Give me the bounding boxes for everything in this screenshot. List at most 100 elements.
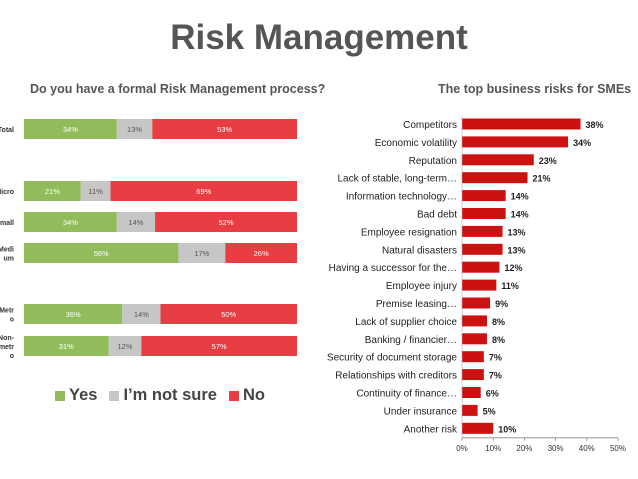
data-label-no-non-metr-o: 57%	[212, 342, 227, 351]
risk-value-bad-debt: 14%	[511, 210, 529, 220]
data-label-no-micro: 69%	[196, 187, 211, 196]
risk-label-premise-leasing: Premise leasing…	[376, 299, 457, 310]
risk-bar-banking-financier	[462, 333, 487, 345]
legend-item-not-sure: I’m not sure	[109, 386, 217, 405]
risk-bar-employee-resignation	[462, 225, 503, 237]
data-label-yes-small: 34%	[63, 218, 78, 227]
bar-i-m-not-sure-micro	[80, 181, 111, 201]
x-tick-label: 40%	[579, 444, 595, 453]
risk-bar-lack-of-stable-long-term	[462, 172, 528, 184]
data-label-yes-non-metr-o: 31%	[59, 342, 74, 351]
x-tick-label: 10%	[485, 444, 501, 453]
risk-label-natural-disasters: Natural disasters	[382, 245, 457, 256]
data-label-i-m-not-sure-micro: 11%	[88, 187, 103, 196]
category-label-non-metr-o: o	[10, 353, 14, 360]
x-tick-label: 0%	[456, 444, 468, 453]
data-label-yes-total: 34%	[63, 125, 78, 134]
risk-value-employee-resignation: 13%	[508, 227, 526, 237]
bar-i-m-not-sure-non-metr-o	[108, 336, 142, 356]
risk-label-competitors: Competitors	[403, 120, 457, 131]
x-tick-label: 20%	[516, 444, 532, 453]
legend-swatch-no	[228, 390, 239, 401]
bar-yes-total	[24, 119, 117, 139]
risk-label-information-technology: Information technology…	[346, 192, 457, 203]
risk-bar-information-technology	[462, 190, 506, 202]
risk-bar-employee-injury	[462, 279, 497, 291]
right-chart-title: The top business risks for SMEs	[438, 82, 632, 96]
category-label-medi-um: um	[4, 256, 15, 263]
data-label-i-m-not-sure-metr-o: 14%	[134, 310, 149, 319]
data-label-yes-medi-um: 56%	[94, 249, 109, 258]
bar-no-total	[152, 119, 297, 139]
risk-label-relationships-with-creditors: Relationships with creditors	[335, 371, 457, 382]
risk-value-employee-injury: 11%	[501, 281, 519, 291]
risk-label-employee-resignation: Employee resignation	[361, 227, 457, 238]
risk-value-premise-leasing: 9%	[495, 299, 508, 309]
risk-label-under-insurance: Under insurance	[384, 406, 458, 417]
category-label-medi-um: Medi	[0, 247, 14, 254]
category-label-micro: Micro	[0, 189, 14, 196]
bar-i-m-not-sure-total	[116, 119, 153, 139]
bar-i-m-not-sure-metr-o	[122, 304, 161, 324]
risk-label-banking-financier: Banking / financier…	[365, 335, 457, 346]
data-label-yes-metr-o: 36%	[66, 310, 81, 319]
legend-label-no: No	[242, 386, 265, 404]
bar-i-m-not-sure-medi-um	[178, 243, 226, 263]
data-label-i-m-not-sure-small: 14%	[128, 218, 143, 227]
bar-i-m-not-sure-small	[116, 212, 156, 232]
legend-item-no: No	[228, 386, 265, 405]
category-label-metr-o: Metr	[0, 308, 14, 315]
category-label-metr-o: o	[10, 317, 14, 324]
legend-swatch-not-sure	[109, 390, 120, 401]
x-tick-label: 30%	[548, 444, 564, 453]
risk-bar-another-risk	[462, 422, 494, 434]
risk-bar-competitors	[462, 118, 581, 130]
risk-bar-bad-debt	[462, 208, 506, 219]
risk-value-competitors: 38%	[586, 120, 604, 130]
bar-yes-small	[24, 212, 117, 232]
risk-label-economic-volatility: Economic volatility	[375, 138, 457, 149]
risk-bar-premise-leasing	[462, 297, 491, 309]
risk-bar-having-a-successor-for-the	[462, 261, 500, 273]
data-label-yes-micro: 21%	[45, 187, 60, 196]
x-tick-label: 50%	[610, 444, 626, 453]
risk-label-another-risk: Another risk	[404, 424, 458, 435]
risk-bar-lack-of-supplier-choice	[462, 315, 487, 327]
bar-yes-metr-o	[24, 304, 123, 324]
risk-bar-reputation	[462, 154, 534, 166]
risk-value-lack-of-supplier-choice: 8%	[492, 317, 505, 327]
bar-yes-medi-um	[24, 243, 179, 263]
data-label-i-m-not-sure-medi-um: 17%	[194, 249, 209, 258]
data-label-i-m-not-sure-non-metr-o: 12%	[118, 342, 133, 351]
risk-value-banking-financier: 8%	[492, 335, 505, 345]
risk-bar-under-insurance	[462, 404, 478, 416]
bar-yes-micro	[24, 181, 81, 201]
risk-label-security-of-document-storage: Security of document storage	[327, 353, 458, 364]
risk-value-reputation: 23%	[539, 156, 557, 166]
risk-label-lack-of-supplier-choice: Lack of supplier choice	[355, 317, 457, 328]
legend-swatch-yes	[55, 390, 65, 401]
category-label-non-metr-o: metr	[0, 344, 14, 351]
data-label-no-total: 53%	[217, 125, 232, 134]
left-chart-title: Do you have a formal Risk Management pro…	[30, 82, 326, 96]
risk-value-having-a-successor-for-the: 12%	[504, 263, 522, 273]
legend-label-yes: Yes	[69, 386, 98, 404]
risk-process-chart: Total 34% 13% 53% Micro 21% 11% 69% Small 34% 14% 5…	[0, 119, 297, 360]
bar-no-micro	[110, 181, 297, 201]
bar-no-metr-o	[160, 304, 297, 324]
risk-value-natural-disasters: 13%	[508, 245, 526, 255]
bar-no-medi-um	[225, 243, 297, 263]
risk-value-relationships-with-creditors: 7%	[489, 371, 502, 381]
risk-bar-relationships-with-creditors	[462, 369, 484, 381]
bar-yes-non-metr-o	[24, 336, 109, 356]
data-label-no-small: 52%	[219, 218, 234, 227]
category-label-non-metr-o: Non-	[0, 335, 15, 342]
risk-value-another-risk: 10%	[498, 424, 516, 434]
risk-label-reputation: Reputation	[409, 156, 457, 167]
page-title: Risk Management	[170, 18, 468, 57]
data-label-i-m-not-sure-total: 13%	[127, 125, 142, 134]
risk-bar-security-of-document-storage	[462, 351, 484, 363]
data-label-no-medi-um: 26%	[254, 249, 269, 258]
risk-value-lack-of-stable-long-term: 21%	[533, 174, 551, 184]
